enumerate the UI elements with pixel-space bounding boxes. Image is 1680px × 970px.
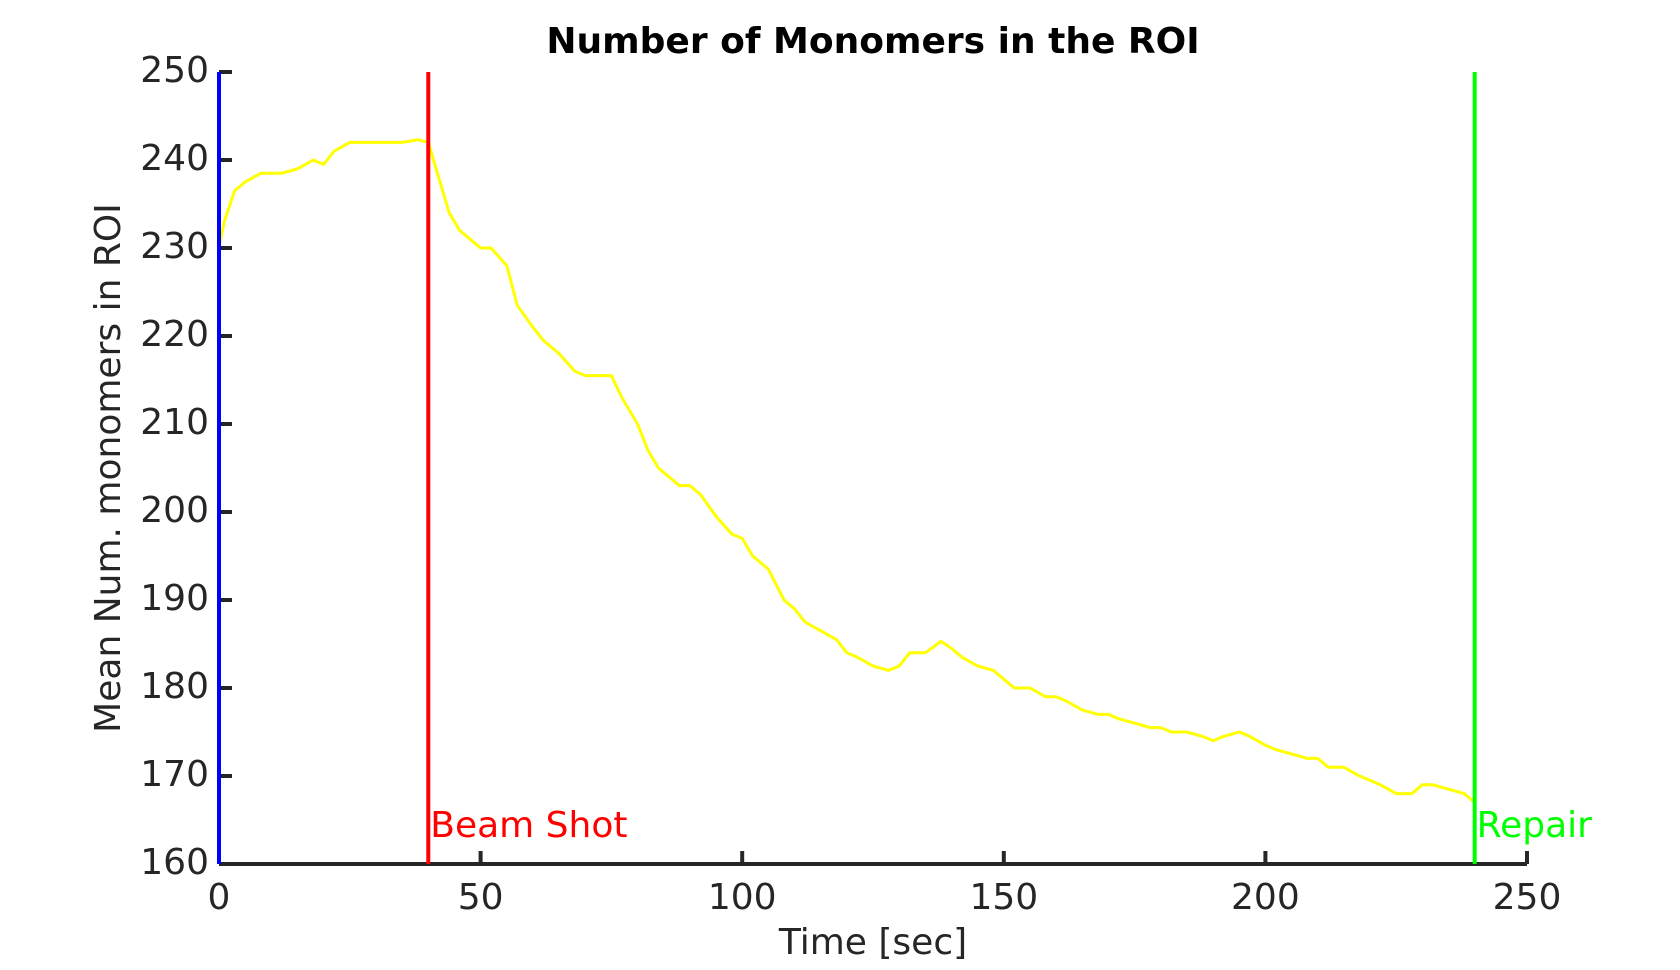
y-tick-label: 230: [140, 226, 209, 267]
y-tick-label: 190: [140, 578, 209, 619]
y-tick-label: 210: [140, 402, 209, 443]
y-tick-label: 180: [140, 666, 209, 707]
y-tick-label: 160: [140, 842, 209, 883]
x-axis-label: Time [sec]: [778, 922, 967, 963]
y-tick-label: 170: [140, 754, 209, 795]
chart-title: Number of Monomers in the ROI: [546, 21, 1199, 62]
x-tick-label: 100: [708, 877, 777, 918]
event-label: Repair: [1477, 805, 1592, 846]
x-tick-label: 200: [1231, 877, 1300, 918]
y-tick-label: 200: [140, 490, 209, 531]
y-tick-label: 220: [140, 314, 209, 355]
x-tick-label: 0: [208, 877, 231, 918]
y-tick-label: 250: [140, 50, 209, 91]
y-axis-label: Mean Num. monomers in ROI: [88, 203, 129, 733]
x-tick-label: 250: [1493, 877, 1562, 918]
event-label: Beam Shot: [430, 805, 627, 846]
data-line: [217, 138, 1476, 804]
y-tick-label: 240: [140, 138, 209, 179]
x-tick-label: 50: [458, 877, 504, 918]
x-tick-label: 150: [969, 877, 1038, 918]
